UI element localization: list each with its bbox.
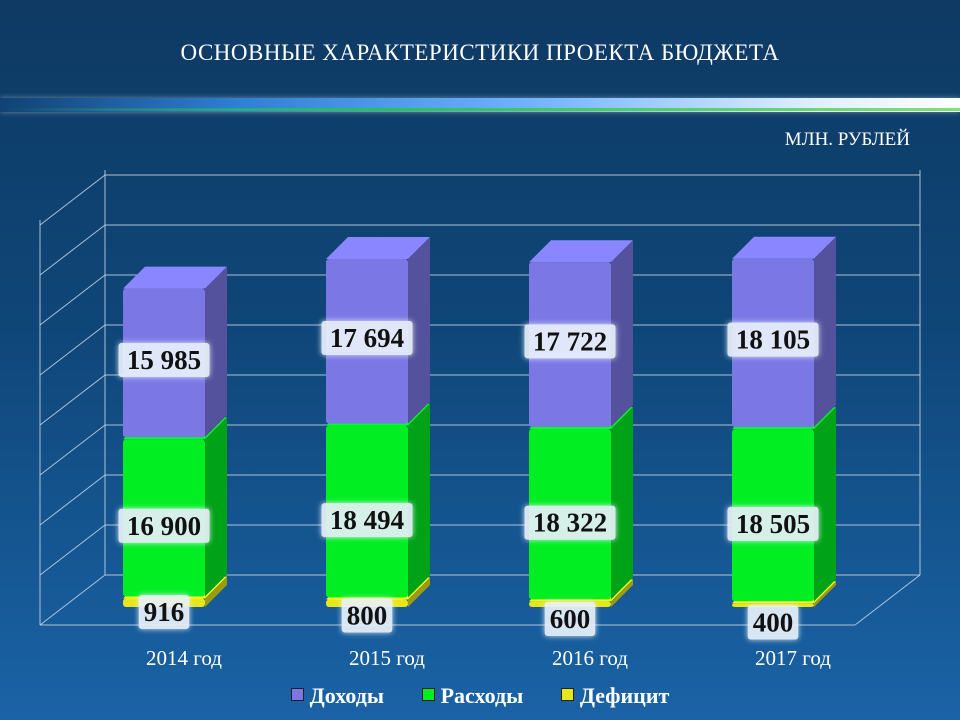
- label-income-2-text: 17 722: [533, 326, 607, 356]
- label-income-1-box: [321, 320, 413, 355]
- bar-income-0-side: [205, 266, 227, 438]
- grid-line-left-wall: [39, 574, 106, 626]
- grid-line-left-wall: [39, 324, 106, 376]
- label-expense-3-text: 18 505: [736, 509, 810, 539]
- bar-expense-0: [123, 417, 227, 597]
- bar-deficit-3-side: [814, 581, 836, 607]
- bar-income-2-side: [611, 240, 633, 428]
- legend-label-expense: Расходы: [440, 683, 524, 708]
- label-expense-1-box: [321, 503, 413, 538]
- label-expense-2-text: 18 322: [533, 508, 607, 538]
- bar-expense-2-side: [611, 407, 633, 600]
- label-expense-1: 18 494: [321, 503, 413, 538]
- label-expense-2-box: [524, 505, 616, 540]
- bar-expense-2: [529, 407, 633, 600]
- label-income-3: 18 105: [727, 322, 819, 357]
- x-tick-label-2: 2016 год: [552, 646, 628, 670]
- bar-deficit-1-side: [408, 577, 430, 607]
- label-income-0: 15 985: [118, 343, 210, 378]
- label-deficit-0: 916: [138, 595, 190, 629]
- chart-data-labels: 15 985 16 900 916 17 694 18 494 800 17 722 18 3…: [118, 320, 819, 640]
- label-deficit-0-box: [138, 595, 190, 629]
- legend-item-expense: Расходы: [421, 683, 524, 709]
- bar-expense-1: [326, 403, 430, 598]
- bar-income-3-side: [814, 236, 836, 428]
- label-deficit-1-box: [341, 598, 393, 633]
- bar-expense-3: [732, 407, 836, 602]
- label-deficit-3: 400: [747, 605, 799, 640]
- bar-deficit-0-side: [205, 576, 227, 607]
- label-deficit-2: 600: [544, 602, 596, 636]
- x-tick-label-1: 2015 год: [349, 646, 425, 670]
- bar-expense-0-side: [205, 417, 227, 597]
- label-deficit-3-box: [747, 605, 799, 640]
- chart-title: ОСНОВНЫЕ ХАРАКТЕРИСТИКИ ПРОЕКТА БЮДЖЕТА: [180, 40, 780, 65]
- bar-income-2-top: [529, 240, 633, 263]
- label-income-0-box: [118, 343, 210, 378]
- chart-bars: [123, 236, 836, 607]
- label-deficit-3-text: 400: [753, 608, 794, 638]
- bar-income-0-top: [123, 266, 227, 289]
- label-expense-3: 18 505: [727, 506, 819, 541]
- bar-income-1-top: [326, 237, 430, 260]
- header-stripe-accent: [0, 108, 960, 111]
- label-expense-0-text: 16 900: [127, 511, 201, 541]
- chart-x-tick-labels: 2014 год 2015 год 2016 год 2017 год: [146, 646, 831, 670]
- label-deficit-1-text: 800: [347, 601, 388, 631]
- bar-expense-3-side: [814, 407, 836, 602]
- legend-swatch-expense: [421, 688, 435, 701]
- grid-line-left-wall: [39, 274, 106, 326]
- bar-income-1-side: [408, 237, 430, 424]
- grid-line-left-wall: [39, 424, 106, 476]
- bar-income-3-top: [732, 236, 836, 259]
- chart-legend: Доходы Расходы Дефицит: [0, 683, 960, 709]
- units-label: МЛН. РУБЛЕЙ: [784, 129, 910, 150]
- legend-label-income: Доходы: [309, 683, 385, 708]
- bar-income-1: [326, 237, 430, 424]
- legend-label-deficit: Дефицит: [579, 683, 670, 708]
- label-deficit-1: 800: [341, 598, 393, 633]
- label-income-3-box: [727, 322, 819, 357]
- legend-swatch-deficit: [560, 688, 574, 701]
- label-expense-1-text: 18 494: [330, 505, 404, 535]
- grid-line-left-wall: [39, 524, 106, 576]
- legend-item-deficit: Дефицит: [560, 683, 670, 709]
- x-tick-label-0: 2014 год: [146, 646, 222, 670]
- x-tick-label-3: 2017 год: [755, 646, 831, 670]
- label-income-0-text: 15 985: [127, 345, 201, 375]
- grid-line-left-wall: [39, 474, 106, 526]
- label-income-2-box: [524, 324, 616, 359]
- label-deficit-0-text: 916: [144, 597, 185, 627]
- label-income-1: 17 694: [321, 320, 413, 355]
- label-deficit-2-text: 600: [550, 604, 591, 634]
- label-income-3-text: 18 105: [736, 325, 810, 355]
- label-income-2: 17 722: [524, 324, 616, 359]
- label-deficit-2-box: [544, 602, 596, 636]
- grid-line-left-wall: [39, 174, 106, 226]
- label-expense-3-box: [727, 506, 819, 541]
- grid-line-left-wall: [39, 374, 106, 426]
- label-expense-0-box: [118, 508, 210, 543]
- label-expense-2: 18 322: [524, 505, 616, 540]
- legend-item-income: Доходы: [290, 683, 385, 709]
- bar-deficit-2-side: [611, 579, 633, 607]
- floor-right-edge: [854, 574, 921, 626]
- grid-line-left-wall: [39, 224, 106, 276]
- label-income-1-text: 17 694: [330, 323, 404, 353]
- legend-swatch-income: [290, 688, 304, 701]
- label-expense-0: 16 900: [118, 508, 210, 543]
- bar-expense-1-side: [408, 403, 430, 598]
